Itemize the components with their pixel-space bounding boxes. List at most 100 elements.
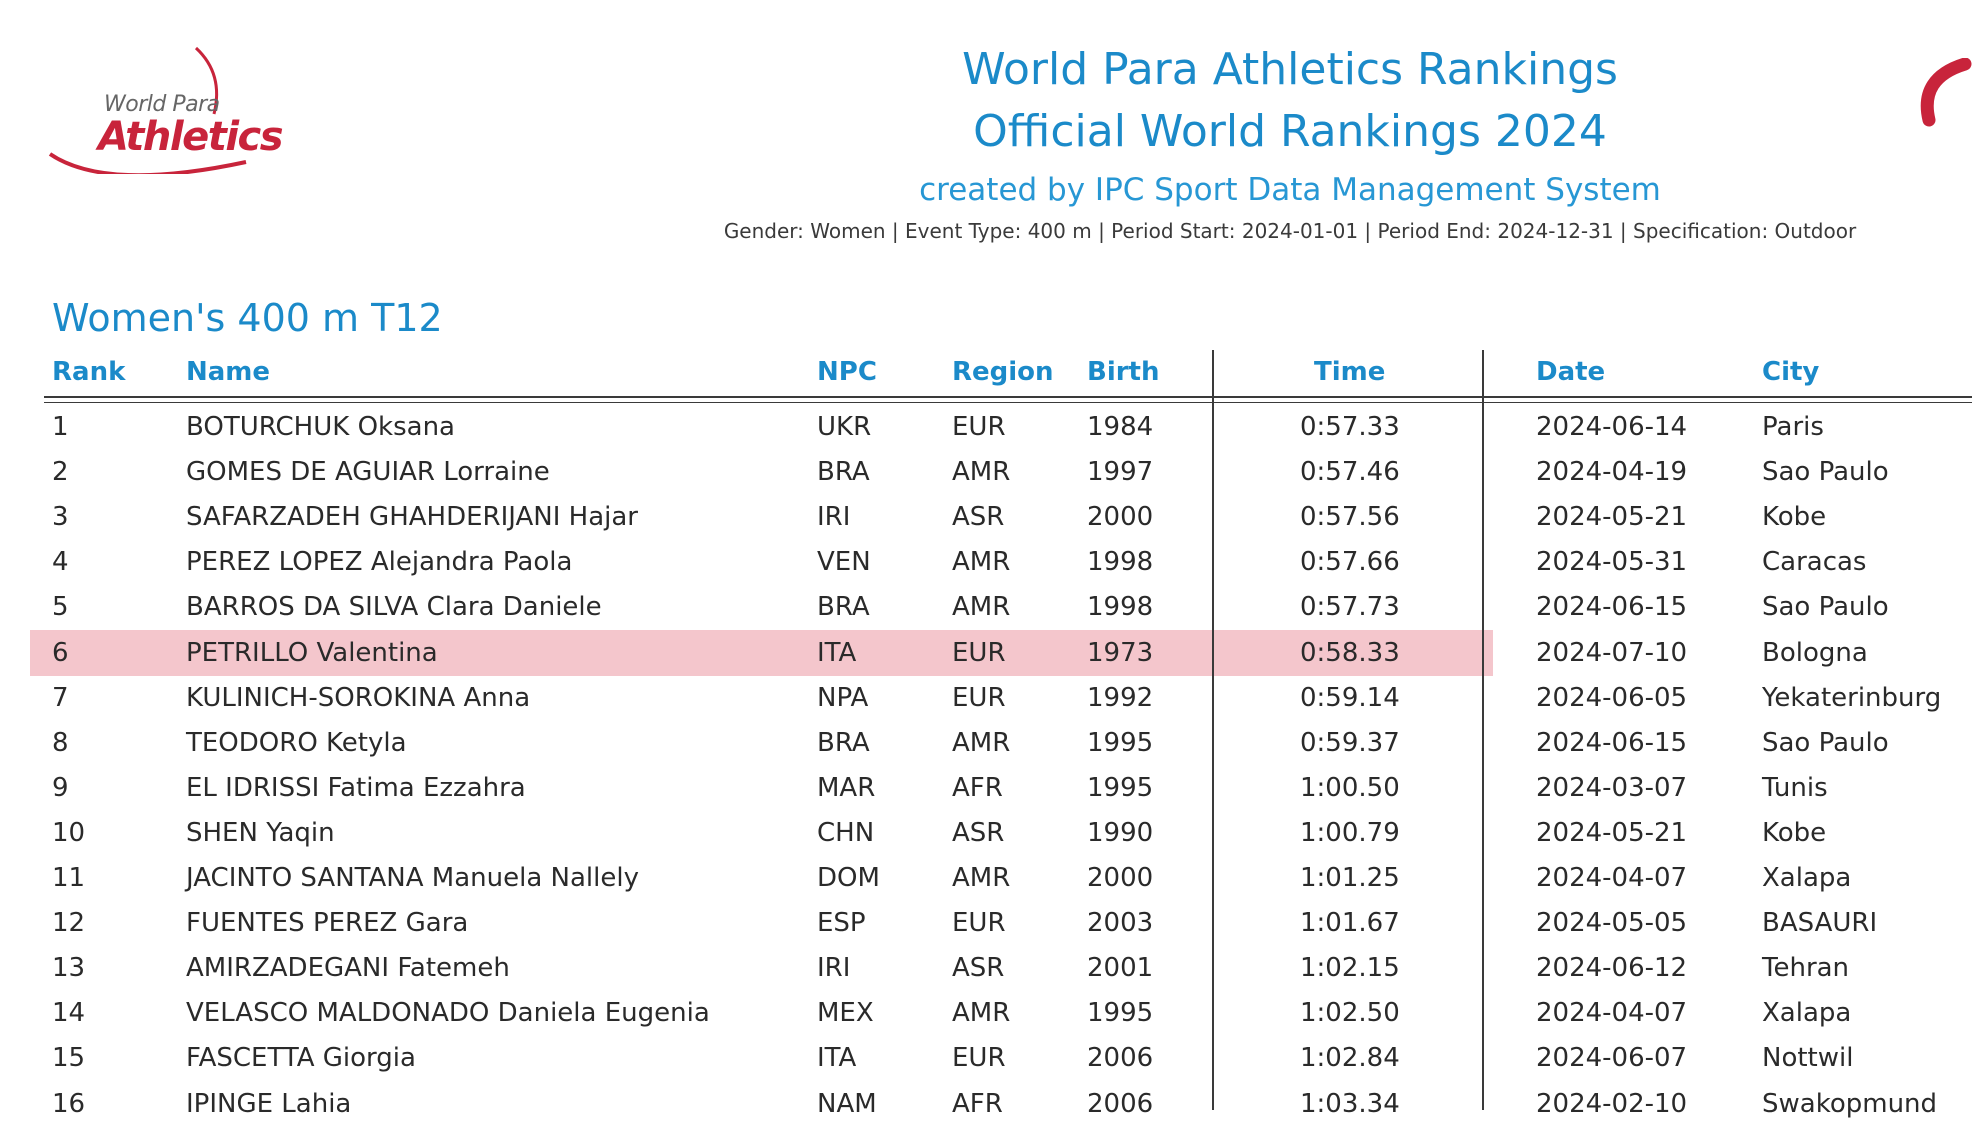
cell-region: AFR	[952, 772, 1003, 803]
cell-date: 2024-06-05	[1536, 682, 1688, 713]
ipc-logo-icon	[1920, 58, 1972, 127]
table-row: 8 TEODORO Ketyla BRA AMR 1995 0:59.37 2024-06-…	[0, 720, 1972, 765]
cell-time: 1:00.79	[1300, 817, 1400, 848]
cell-region: AFR	[952, 1088, 1003, 1119]
column-header-time: Time	[1314, 357, 1386, 387]
table-row: 12 FUENTES PEREZ Gara ESP EUR 2003 1:01.67 202…	[0, 900, 1972, 945]
cell-time: 1:01.67	[1300, 908, 1400, 939]
cell-city: Sao Paulo	[1762, 457, 1889, 488]
cell-birth: 2001	[1087, 953, 1154, 984]
cell-date: 2024-04-07	[1536, 863, 1688, 893]
cell-date: 2024-03-07	[1536, 772, 1688, 803]
cell-region: ASR	[952, 953, 1005, 984]
cell-time: 0:57.73	[1300, 592, 1400, 623]
cell-rank: 8	[52, 727, 69, 758]
cell-time: 0:59.37	[1300, 727, 1400, 758]
cell-rank: 2	[52, 457, 69, 488]
cell-time: 1:03.34	[1300, 1088, 1400, 1119]
cell-time: 1:02.15	[1300, 953, 1400, 984]
cell-region: ASR	[952, 502, 1005, 533]
cell-city: Tehran	[1762, 953, 1850, 984]
cell-rank: 4	[52, 547, 69, 578]
cell-region: ASR	[952, 817, 1005, 848]
cell-time: 1:02.84	[1300, 1043, 1400, 1074]
cell-region: AMR	[952, 547, 1011, 578]
column-header-city: City	[1762, 357, 1820, 387]
cell-region: EUR	[952, 637, 1006, 668]
cell-city: Caracas	[1762, 547, 1867, 578]
cell-npc: UKR	[817, 412, 872, 442]
table-row: 4 PEREZ LOPEZ Alejandra Paola VEN AMR 1998 0:…	[0, 539, 1972, 584]
cell-npc: ITA	[817, 637, 857, 668]
cell-rank: 7	[52, 682, 69, 713]
table-row: 2 GOMES DE AGUIAR Lorraine BRA AMR 1997 0:57.…	[0, 449, 1972, 494]
cell-npc: DOM	[817, 863, 880, 893]
cell-rank: 6	[52, 637, 69, 668]
cell-npc: IRI	[817, 502, 851, 533]
cell-region: AMR	[952, 727, 1011, 758]
cell-name: FUENTES PEREZ Gara	[186, 908, 469, 939]
cell-name: VELASCO MALDONADO Daniela Eugenia	[186, 998, 710, 1029]
cell-region: AMR	[952, 998, 1011, 1029]
cell-rank: 14	[52, 998, 86, 1029]
cell-birth: 1998	[1087, 547, 1154, 578]
table-row: 15 FASCETTA Giorgia ITA EUR 2006 1:02.84 2024-…	[0, 1035, 1972, 1080]
cell-birth: 1973	[1087, 637, 1154, 668]
column-header-rank: Rank	[52, 357, 126, 387]
table-row: 7 KULINICH-SOROKINA Anna NPA EUR 1992 0:59.14…	[0, 675, 1972, 720]
cell-rank: 3	[52, 502, 69, 533]
cell-city: BASAURI	[1762, 908, 1878, 939]
cell-city: Bologna	[1762, 637, 1868, 668]
cell-region: EUR	[952, 1043, 1006, 1074]
cell-name: IPINGE Lahia	[186, 1088, 352, 1119]
cell-time: 1:01.25	[1300, 863, 1400, 893]
cell-time: 0:58.33	[1300, 637, 1400, 668]
cell-rank: 10	[52, 817, 86, 848]
cell-birth: 2000	[1087, 863, 1154, 893]
cell-region: EUR	[952, 908, 1006, 939]
cell-region: EUR	[952, 412, 1006, 442]
cell-rank: 11	[52, 863, 86, 893]
cell-name: KULINICH-SOROKINA Anna	[186, 682, 531, 713]
cell-time: 1:02.50	[1300, 998, 1400, 1029]
table-row: 14 VELASCO MALDONADO Daniela Eugenia MEX AM…	[0, 990, 1972, 1035]
cell-name: SAFARZADEH GHAHDERIJANI Hajar	[186, 502, 638, 533]
cell-npc: BRA	[817, 727, 870, 758]
cell-birth: 1984	[1087, 412, 1154, 442]
cell-birth: 2000	[1087, 502, 1154, 533]
cell-birth: 2006	[1087, 1043, 1154, 1074]
cell-npc: MEX	[817, 998, 874, 1029]
logo-text-big: Athletics	[98, 114, 284, 160]
cell-date: 2024-06-14	[1536, 412, 1688, 442]
cell-date: 2024-05-31	[1536, 547, 1688, 578]
cell-date: 2024-07-10	[1536, 637, 1688, 668]
cell-rank: 1	[52, 412, 69, 442]
cell-rank: 5	[52, 592, 69, 623]
table-row: 13 AMIRZADEGANI Fatemeh IRI ASR 2001 1:02.15 2…	[0, 945, 1972, 990]
header-rule-secondary	[44, 402, 1972, 403]
filter-meta-line: Gender: Women | Event Type: 400 m | Peri…	[723, 219, 1857, 243]
cell-city: Tunis	[1762, 772, 1828, 803]
world-para-athletics-logo: World Para Athletics	[46, 44, 286, 174]
cell-name: BARROS DA SILVA Clara Daniele	[186, 592, 602, 623]
cell-name: GOMES DE AGUIAR Lorraine	[186, 457, 550, 488]
cell-birth: 2003	[1087, 908, 1154, 939]
cell-region: AMR	[952, 592, 1011, 623]
cell-npc: IRI	[817, 953, 851, 984]
created-by-line: created by IPC Sport Data Management Sys…	[919, 172, 1661, 208]
cell-date: 2024-05-21	[1536, 817, 1688, 848]
cell-name: PETRILLO Valentina	[186, 637, 438, 668]
table-row: 16 IPINGE Lahia NAM AFR 2006 1:03.34 2024-02-1…	[0, 1081, 1972, 1126]
cell-date: 2024-05-21	[1536, 502, 1688, 533]
cell-birth: 1990	[1087, 817, 1154, 848]
page-title: World Para Athletics Rankings	[962, 44, 1618, 95]
table-row: 3 SAFARZADEH GHAHDERIJANI Hajar IRI ASR 2000…	[0, 494, 1972, 539]
cell-date: 2024-04-07	[1536, 998, 1688, 1029]
cell-time: 0:57.33	[1300, 412, 1400, 442]
cell-date: 2024-06-07	[1536, 1043, 1688, 1074]
column-header-birth: Birth	[1087, 357, 1160, 387]
cell-birth: 1995	[1087, 727, 1154, 758]
cell-time: 0:57.46	[1300, 457, 1400, 488]
cell-date: 2024-06-15	[1536, 592, 1688, 623]
